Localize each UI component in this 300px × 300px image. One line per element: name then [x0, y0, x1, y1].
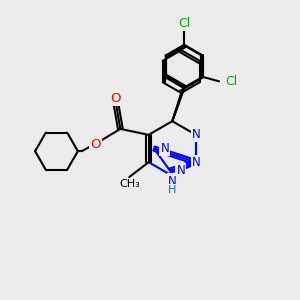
- Text: CH₃: CH₃: [119, 178, 140, 189]
- Text: N: N: [176, 164, 185, 177]
- Text: N: N: [160, 142, 169, 155]
- Text: N: N: [168, 175, 177, 188]
- Text: O: O: [111, 92, 121, 105]
- Text: O: O: [91, 138, 101, 151]
- Text: N: N: [160, 142, 169, 155]
- Text: N: N: [192, 128, 200, 141]
- Text: N: N: [192, 128, 200, 141]
- Text: N: N: [168, 174, 177, 187]
- Text: Cl: Cl: [226, 75, 238, 88]
- Text: N: N: [176, 164, 185, 177]
- Text: N: N: [192, 156, 200, 169]
- Text: N: N: [192, 156, 200, 169]
- Text: H: H: [168, 185, 176, 195]
- Text: Cl: Cl: [178, 17, 190, 31]
- Text: H: H: [168, 183, 176, 193]
